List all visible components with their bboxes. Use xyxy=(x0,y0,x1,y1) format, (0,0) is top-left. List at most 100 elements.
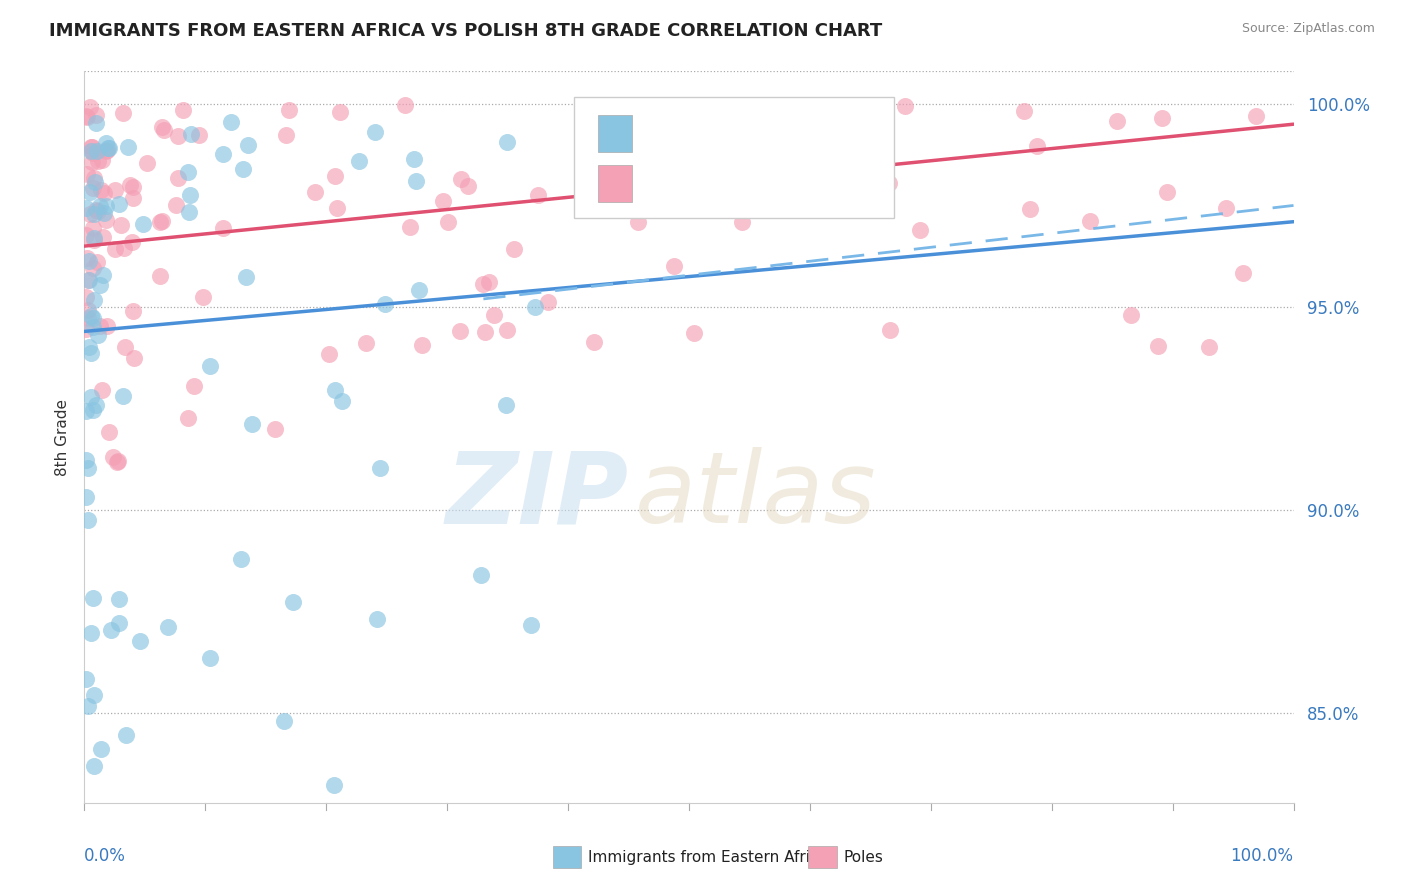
Point xyxy=(235,270,257,285)
Point xyxy=(128,634,150,648)
Point xyxy=(83,689,105,703)
Point xyxy=(150,120,173,134)
Text: R =: R = xyxy=(647,125,686,143)
Point xyxy=(180,127,202,141)
Point xyxy=(108,591,131,606)
Point xyxy=(149,268,172,283)
Point xyxy=(91,383,114,397)
Point xyxy=(478,275,501,289)
Point xyxy=(75,290,97,304)
Point xyxy=(411,338,433,352)
Point xyxy=(283,595,305,609)
Point xyxy=(893,98,915,112)
Point xyxy=(84,175,107,189)
Point xyxy=(80,309,103,323)
Point xyxy=(212,146,235,161)
Point xyxy=(578,158,600,172)
Point xyxy=(100,624,122,638)
Point xyxy=(94,199,117,213)
Point xyxy=(76,461,98,475)
Point xyxy=(150,213,173,227)
Point xyxy=(89,319,111,334)
Point xyxy=(79,390,101,404)
Text: Poles: Poles xyxy=(844,850,883,864)
Point xyxy=(1232,266,1254,280)
Point xyxy=(363,125,385,139)
Point xyxy=(374,297,396,311)
Point xyxy=(198,359,221,373)
Point xyxy=(75,322,97,336)
Point xyxy=(83,758,105,772)
Point xyxy=(114,340,136,354)
Point xyxy=(1078,213,1101,227)
Text: atlas: atlas xyxy=(634,447,876,544)
Point xyxy=(89,199,111,213)
Point xyxy=(90,183,112,197)
Point xyxy=(436,215,458,229)
Point xyxy=(432,194,454,209)
Point xyxy=(402,153,425,167)
Point xyxy=(273,714,295,728)
Point xyxy=(75,672,97,686)
Point xyxy=(650,115,672,129)
Point xyxy=(157,620,180,634)
Point xyxy=(84,108,107,122)
Point xyxy=(117,140,139,154)
Y-axis label: 8th Grade: 8th Grade xyxy=(55,399,70,475)
Point xyxy=(89,278,111,293)
Point xyxy=(1146,339,1168,353)
Point xyxy=(96,136,118,151)
Text: 0.079: 0.079 xyxy=(697,125,754,143)
Point xyxy=(167,128,190,143)
Point xyxy=(263,422,285,436)
Point xyxy=(1019,202,1042,217)
Point xyxy=(322,778,344,792)
Point xyxy=(86,328,108,343)
Point xyxy=(354,335,377,350)
Point xyxy=(745,102,768,116)
Point xyxy=(121,235,143,250)
Point xyxy=(93,186,115,201)
Point xyxy=(77,340,100,354)
Point xyxy=(83,233,105,247)
Point xyxy=(474,325,496,339)
Point xyxy=(75,202,97,216)
Point xyxy=(627,215,650,229)
Point xyxy=(323,383,346,397)
Point xyxy=(495,398,517,412)
Point xyxy=(766,128,789,143)
Point xyxy=(77,273,100,287)
Point xyxy=(77,272,100,286)
Point xyxy=(236,137,259,152)
Point xyxy=(148,215,170,229)
Point xyxy=(1215,201,1237,215)
Point xyxy=(91,153,114,167)
Point xyxy=(1156,185,1178,199)
Point xyxy=(86,144,108,158)
Point xyxy=(83,293,105,307)
Point xyxy=(82,403,104,417)
Point xyxy=(112,389,135,403)
Point xyxy=(879,323,901,337)
Point xyxy=(188,128,211,142)
Point xyxy=(91,268,114,282)
Text: Immigrants from Eastern Africa: Immigrants from Eastern Africa xyxy=(588,850,828,864)
Point xyxy=(87,203,110,218)
Point xyxy=(83,207,105,221)
Text: 123: 123 xyxy=(814,175,851,193)
Point xyxy=(77,311,100,326)
Point xyxy=(122,303,145,318)
Point xyxy=(193,290,215,304)
Point xyxy=(1246,110,1268,124)
Point xyxy=(482,308,505,322)
Text: 100.0%: 100.0% xyxy=(1230,847,1294,864)
Point xyxy=(165,198,187,212)
Point xyxy=(122,180,145,194)
Point xyxy=(115,728,138,742)
Point xyxy=(370,461,392,475)
Point xyxy=(1026,139,1049,153)
Point xyxy=(122,190,145,204)
Point xyxy=(274,128,297,142)
Point xyxy=(394,98,416,112)
Point xyxy=(330,393,353,408)
